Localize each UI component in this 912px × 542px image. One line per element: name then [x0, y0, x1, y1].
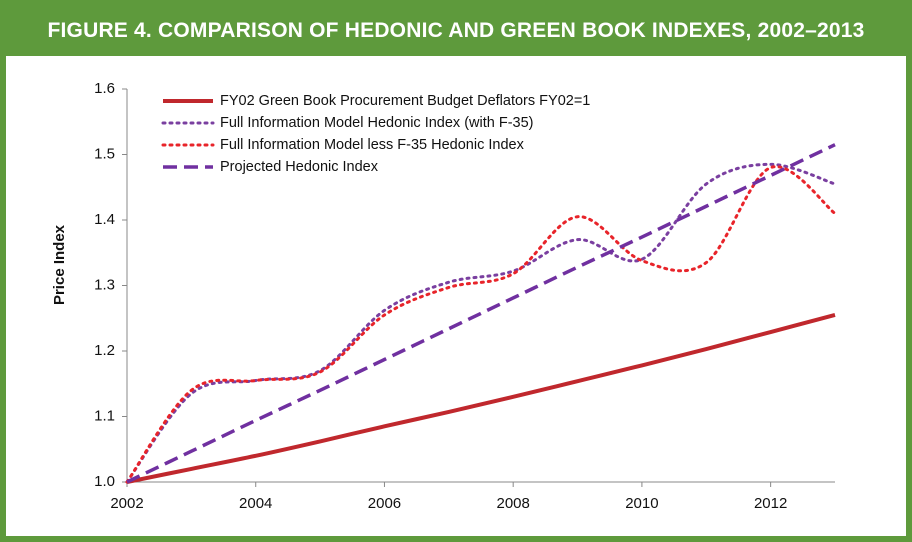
legend-label: Full Information Model less F-35 Hedonic…	[220, 137, 525, 153]
series-line	[126, 313, 836, 484]
x-tick-label: 2008	[496, 495, 529, 512]
y-tick-label: 1.2	[94, 342, 115, 359]
y-tick-label: 1.1	[94, 407, 115, 424]
x-tick-label: 2012	[754, 495, 787, 512]
legend-label: FY02 Green Book Procurement Budget Defla…	[220, 93, 590, 109]
x-tick-label: 2004	[239, 495, 272, 512]
legend-label: Projected Hedonic Index	[220, 159, 379, 175]
x-tick-label: 2006	[368, 495, 401, 512]
y-tick-label: 1.0	[94, 473, 115, 490]
y-axis-label: Price Index	[51, 224, 68, 305]
legend-label: Full Information Model Hedonic Index (wi…	[220, 115, 534, 131]
y-tick-label: 1.3	[94, 276, 115, 293]
series-line	[125, 162, 837, 484]
series-line	[125, 165, 837, 484]
y-tick-label: 1.5	[94, 145, 115, 162]
y-tick-label: 1.6	[94, 80, 115, 97]
x-tick-label: 2010	[625, 495, 658, 512]
figure-title: FIGURE 4. COMPARISON OF HEDONIC AND GREE…	[6, 6, 906, 56]
x-tick-label: 2002	[110, 495, 143, 512]
series-line	[126, 143, 836, 484]
y-tick-label: 1.4	[94, 211, 115, 228]
